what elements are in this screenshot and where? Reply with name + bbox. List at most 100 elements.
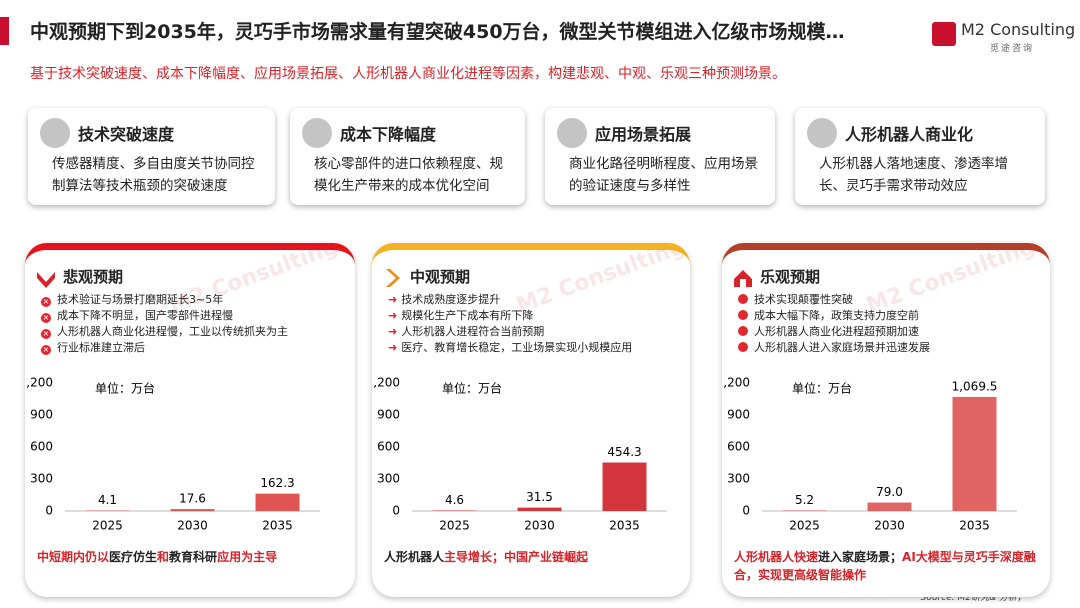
point: ➜ 技术成熟度逐步提升	[388, 292, 632, 308]
point: × 行业标准建立滞后	[41, 340, 288, 356]
x-tick-label: 2030	[874, 519, 905, 533]
value-label: 162.3	[260, 476, 294, 490]
point-text: 行业标准建立滞后	[57, 341, 145, 354]
point-text: 医疗、教育增长稳定，工业场景实现小规模应用	[401, 341, 633, 354]
value-label: 1,069.5	[952, 379, 998, 393]
x-tick-label: 2030	[524, 519, 555, 533]
factor-header: 应用场景拓展	[557, 118, 691, 148]
chart: 单位：万台 0 300 600 900 1,200 4.6 2025 31.5 2030 454.3…	[372, 376, 667, 533]
factor-title: 技术突破速度	[78, 125, 175, 144]
conclusion-segment: 进入家庭场景；	[818, 550, 903, 564]
scenario-panel: M2 Consulting 乐观预期 技术实现颠覆性突破 成本大幅下降，政策支持力度空…	[722, 243, 1050, 597]
value-label: 31.5	[526, 490, 553, 504]
scenario-icon	[386, 269, 400, 287]
point-text: 技术验证与场景打磨期延长3~5年	[57, 293, 224, 306]
logo-icon	[932, 22, 956, 46]
point-text: 规模化生产下成本有所下降	[401, 309, 534, 322]
factor-card: 成本下降幅度核心零部件的进口依赖程度、规模化生产带来的成本优化空间	[290, 108, 525, 205]
icon-shape	[734, 270, 752, 287]
conclusion: 人形机器人主导增长；中国产业链崛起	[384, 548, 680, 566]
bullet: ×	[41, 345, 51, 355]
scenario-title: 乐观预期	[760, 268, 821, 286]
conclusion-segment: 人形机器人快速	[734, 550, 819, 564]
conclusion: 中短期内仍以医疗仿生和教育科研应用为主导	[37, 548, 345, 566]
scenario-title: 悲观预期	[63, 268, 124, 286]
y-tick-label: 0	[45, 504, 53, 518]
icon-shape	[37, 272, 55, 288]
factor-icon	[40, 118, 70, 148]
scenario-points: × 技术验证与场景打磨期延长3~5年 × 成本下降不明显，国产零部件进程慢 × 人形机器人…	[41, 292, 288, 356]
value-label: 5.2	[795, 493, 814, 507]
unit-label: 单位：万台	[95, 381, 155, 396]
logo-sub: 觅途咨询	[990, 44, 1035, 54]
conclusion-segment: 主导增长；中国产业链崛起	[444, 550, 589, 564]
point-text: 成本大幅下降，政策支持力度空前	[754, 309, 919, 322]
bullet	[738, 326, 748, 336]
bar	[952, 396, 997, 511]
bar	[255, 493, 300, 511]
point-text: 人形机器人商业化进程超预期加速	[754, 325, 919, 338]
scenario-title: 中观预期	[410, 268, 471, 286]
x-tick-label: 2035	[959, 519, 990, 533]
unit-label: 单位：万台	[442, 381, 502, 396]
icon-shape	[386, 269, 400, 287]
y-tick-label: 0	[392, 504, 400, 518]
factor-desc: 核心零部件的进口依赖程度、规模化生产带来的成本优化空间	[314, 156, 503, 194]
y-tick-label: 900	[727, 408, 750, 422]
factor-icon	[807, 118, 837, 148]
bullet: ×	[41, 297, 51, 307]
y-tick-label: 600	[377, 440, 400, 454]
arrow-bullet: ➜	[388, 341, 398, 354]
scenario-panel: M2 Consulting 中观预期 ➜ 技术成熟度逐步提升 ➜ 规模化生产下成本有所下降…	[372, 243, 690, 597]
y-tick-label: 300	[377, 472, 400, 486]
conclusion-segment: 应用为主导	[217, 550, 278, 564]
value-label: 4.1	[98, 493, 117, 507]
value-label: 17.6	[179, 492, 206, 506]
x-tick-label: 2025	[92, 519, 123, 533]
point: 人形机器人商业化进程超预期加速	[738, 324, 930, 340]
factor-title: 人形机器人商业化	[845, 125, 974, 144]
conclusion-segment: 医疗仿生	[109, 550, 158, 564]
x-tick-label: 2035	[262, 519, 293, 533]
bullet	[738, 342, 748, 352]
arrow-bullet: ➜	[388, 309, 398, 322]
factor-desc: 商业化路径明晰程度、应用场景的验证速度与多样性	[569, 156, 758, 194]
accent-bar	[0, 17, 9, 45]
bar	[867, 502, 912, 511]
y-tick-label: 900	[377, 408, 400, 422]
factor-icon	[302, 118, 332, 148]
conclusion: 人形机器人快速进入家庭场景；AI大模型与灵巧手深度融合，实现更高级智能操作	[734, 548, 1040, 584]
y-tick-label: 600	[30, 440, 53, 454]
point: 技术实现颠覆性突破	[738, 292, 930, 308]
source: Source: M2研究& 分析；	[920, 593, 1026, 603]
bullet: ×	[41, 329, 51, 339]
x-tick-label: 2025	[439, 519, 470, 533]
value-label: 4.6	[445, 493, 464, 507]
value-label: 454.3	[607, 445, 641, 459]
factor-desc: 传感器精度、多自由度关节协同控制算法等技术瓶颈的突破速度	[52, 156, 255, 194]
bullet	[738, 310, 748, 320]
factor-desc: 人形机器人落地速度、渗透率增长、灵巧手需求带动效应	[819, 156, 1008, 194]
bar	[170, 509, 215, 511]
factor-header: 技术突破速度	[40, 118, 174, 148]
logo: M2 Consulting	[961, 20, 1076, 39]
chart: 单位：万台 0 300 600 900 1,200 4.1 2025 17.6 2030 162.3…	[25, 376, 320, 533]
bar	[602, 462, 647, 511]
title: 中观预期下到2035年，灵巧手市场需求量有望突破450万台，微型关节模组进入亿级…	[30, 21, 845, 43]
scenario-icon	[734, 270, 752, 287]
factor-card: 技术突破速度传感器精度、多自由度关节协同控制算法等技术瓶颈的突破速度	[28, 108, 275, 205]
point: ➜ 规模化生产下成本有所下降	[388, 308, 632, 324]
scenario-icon	[37, 272, 55, 288]
scenario-points: ➜ 技术成熟度逐步提升 ➜ 规模化生产下成本有所下降 ➜ 人形机器人进程符合当前预期 ➜ 医疗…	[388, 292, 632, 356]
bullet: ×	[41, 313, 51, 323]
point: 成本大幅下降，政策支持力度空前	[738, 308, 930, 324]
point-text: 人形机器人进程符合当前预期	[401, 325, 545, 338]
y-tick-label: 600	[727, 440, 750, 454]
conclusion-segment: AI大模型与灵巧手深度融合，实现更高级智能操作	[734, 550, 1036, 582]
factor-header: 成本下降幅度	[302, 118, 436, 148]
subtitle: 基于技术突破速度、成本下降幅度、应用场景拓展、人形机器人商业化进程等因素，构建悲…	[30, 66, 786, 82]
scenario-points: 技术实现颠覆性突破 成本大幅下降，政策支持力度空前 人形机器人商业化进程超预期加速人…	[738, 292, 930, 356]
conclusion-segment: 和	[157, 550, 170, 564]
y-tick-label: 1,200	[722, 376, 750, 390]
point-text: 人形机器人商业化进程慢，工业以传统抓夹为主	[57, 325, 288, 338]
